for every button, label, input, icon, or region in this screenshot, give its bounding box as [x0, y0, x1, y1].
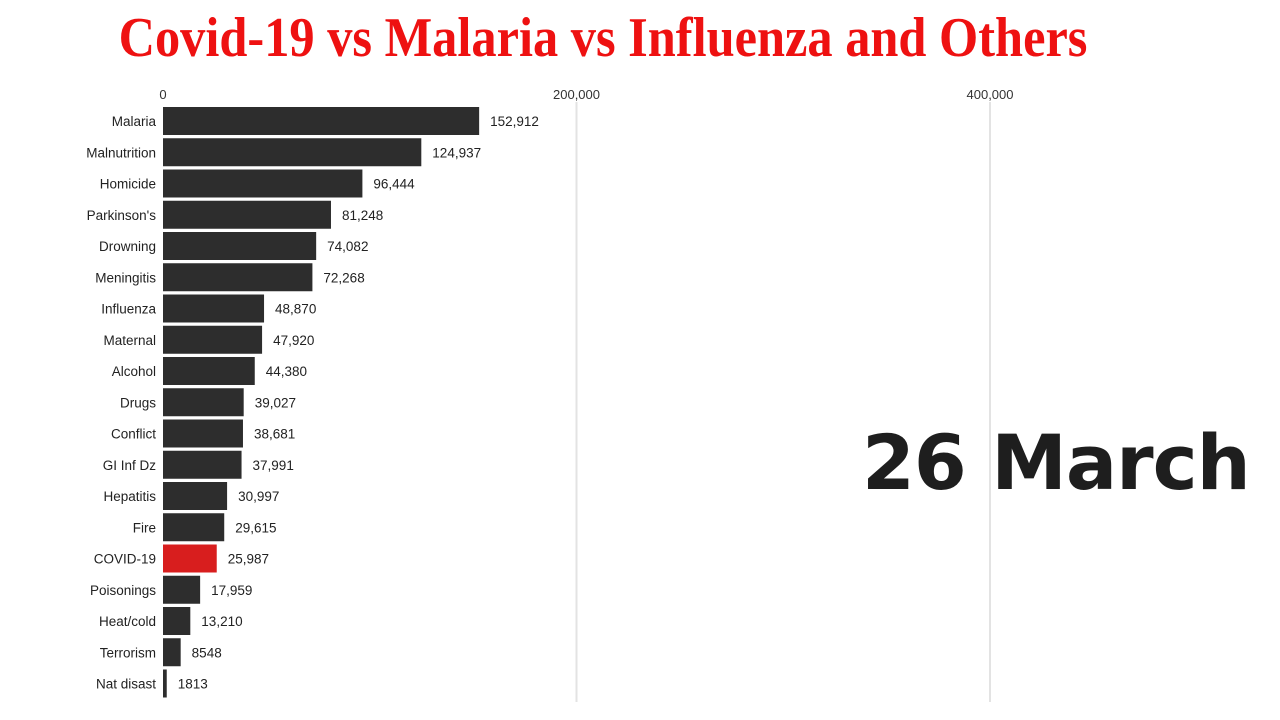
- value-label: 8548: [192, 645, 222, 660]
- value-label: 48,870: [275, 302, 316, 317]
- category-label: Alcohol: [112, 364, 156, 379]
- value-label: 152,912: [490, 114, 539, 129]
- category-label: Malnutrition: [86, 145, 156, 160]
- category-label: Nat disast: [96, 677, 156, 692]
- bar-heat-cold: [163, 607, 191, 635]
- bar-nat-disast: [163, 669, 167, 698]
- category-label: Maternal: [103, 333, 156, 348]
- value-label: 47,920: [273, 333, 314, 348]
- value-label: 39,027: [255, 395, 296, 410]
- gridlines: 0 200,000 400,000: [159, 87, 1014, 702]
- value-label: 17,959: [211, 583, 252, 598]
- value-label: 25,987: [228, 552, 269, 567]
- bar-malaria: [163, 107, 480, 135]
- bar-poisonings: [163, 575, 201, 604]
- category-label: Fire: [133, 520, 156, 535]
- category-label: Conflict: [111, 427, 156, 442]
- category-label: Homicide: [100, 177, 156, 192]
- category-label: GI Inf Dz: [103, 458, 157, 473]
- value-label: 124,937: [432, 145, 481, 160]
- bar-terrorism: [163, 638, 181, 667]
- bar-malnutrition: [163, 138, 422, 167]
- value-label: 81,248: [342, 208, 383, 223]
- bar-drugs: [163, 388, 244, 417]
- category-label: Malaria: [112, 114, 157, 129]
- value-label: 74,082: [327, 239, 368, 254]
- category-label: Drowning: [99, 239, 156, 254]
- x-tick-label: 200,000: [553, 87, 600, 102]
- category-label: Poisonings: [90, 583, 156, 598]
- category-label: Hepatitis: [103, 489, 156, 504]
- value-label: 37,991: [253, 458, 294, 473]
- bar-meningitis: [163, 263, 313, 292]
- category-label: COVID-19: [94, 552, 156, 567]
- value-label: 38,681: [254, 427, 295, 442]
- value-label: 72,268: [323, 270, 364, 285]
- value-label: 30,997: [238, 489, 279, 504]
- bar-fire: [163, 513, 225, 542]
- date-label: 26 March: [862, 418, 1251, 507]
- value-label: 96,444: [373, 177, 415, 192]
- category-label: Heat/cold: [99, 614, 156, 629]
- x-tick-label: 0: [159, 87, 166, 102]
- category-label: Meningitis: [95, 270, 156, 285]
- bars: Malaria 152,912 Malnutrition 124,937 Homicid…: [86, 107, 539, 698]
- bar-drowning: [163, 232, 317, 260]
- bar-homicide: [163, 169, 363, 198]
- category-label: Terrorism: [100, 645, 156, 660]
- value-label: 44,380: [266, 364, 307, 379]
- bar-alcohol: [163, 357, 255, 385]
- bar-gi-inf-dz: [163, 450, 242, 479]
- bar-parkinson-s: [163, 200, 331, 229]
- x-tick-label: 400,000: [967, 87, 1014, 102]
- bar-maternal: [163, 325, 263, 354]
- bar-influenza: [163, 294, 265, 323]
- bar-hepatitis: [163, 482, 228, 510]
- category-label: Parkinson's: [87, 208, 157, 223]
- value-label: 29,615: [235, 520, 276, 535]
- bar-covid-19: [163, 544, 217, 573]
- value-label: 1813: [178, 677, 208, 692]
- category-label: Drugs: [120, 395, 156, 410]
- category-label: Influenza: [101, 302, 156, 317]
- value-label: 13,210: [201, 614, 242, 629]
- bar-conflict: [163, 419, 243, 448]
- chart-title: Covid-19 vs Malaria vs Influenza and Oth…: [118, 7, 1088, 69]
